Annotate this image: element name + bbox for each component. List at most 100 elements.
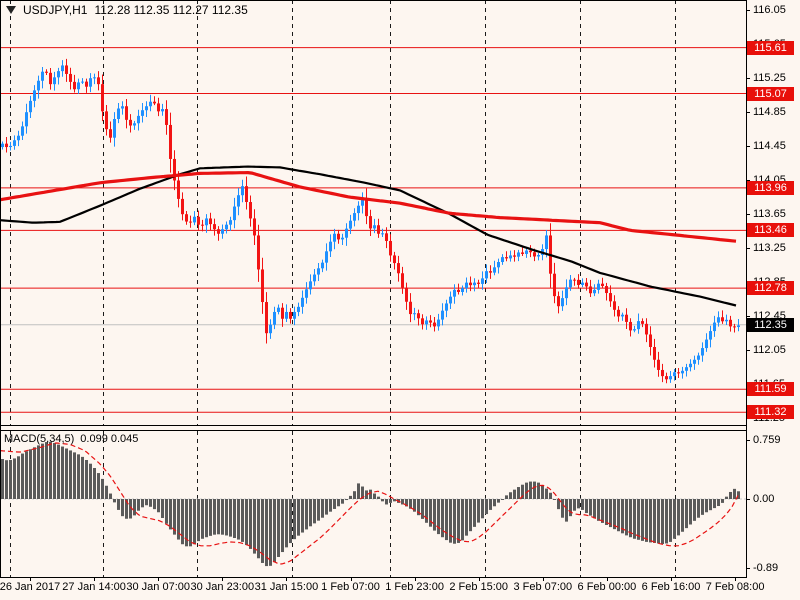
macd-histogram-bar: [93, 467, 96, 499]
macd-histogram-bar: [81, 456, 84, 499]
macd-histogram-bar: [373, 493, 376, 499]
macd-histogram-bar: [369, 489, 372, 499]
macd-histogram-bar: [577, 499, 580, 509]
candle-body: [445, 303, 448, 311]
price-tickmark: [746, 214, 750, 216]
macd-histogram-bar: [641, 499, 644, 541]
macd-histogram-bar: [17, 456, 20, 499]
macd-histogram-bar: [413, 499, 416, 512]
macd-histogram-bar: [629, 499, 632, 538]
macd-histogram-bar: [165, 499, 168, 524]
macd-histogram-bar: [57, 444, 60, 499]
candle-body: [305, 289, 308, 298]
macd-histogram-bar: [289, 499, 292, 544]
candle-body: [721, 317, 724, 322]
macd-histogram-bar: [441, 499, 444, 538]
macd-histogram-bar: [569, 499, 572, 517]
candle-body: [633, 329, 636, 331]
macd-histogram-bar: [141, 499, 144, 508]
macd-histogram-bar: [549, 492, 552, 499]
macd-tick-label: -0.89: [753, 562, 779, 575]
candle-body: [1, 143, 4, 148]
candle-body: [461, 288, 464, 292]
candle-body: [361, 198, 364, 206]
candle-body: [181, 198, 184, 215]
macd-histogram-bar: [109, 493, 112, 499]
candle-body: [185, 214, 188, 222]
candle-body: [729, 319, 732, 327]
candle-body: [5, 143, 8, 148]
chart-left-border: [0, 0, 1, 578]
macd-histogram-bar: [737, 491, 740, 499]
candle-body: [453, 289, 456, 297]
candle-body: [353, 213, 356, 221]
macd-histogram-bar: [553, 499, 556, 500]
price-tickmark: [746, 10, 750, 12]
candle-body: [169, 124, 172, 159]
candle-body: [497, 262, 500, 268]
candle-body: [705, 339, 708, 349]
candle-body: [213, 224, 216, 230]
candle-body: [657, 359, 660, 370]
macd-histogram-bar: [381, 499, 384, 502]
candle-body: [625, 314, 628, 322]
macd-info-bar: MACD(5,34,5) 0.099 0.045: [4, 433, 138, 445]
macd-histogram-bar: [545, 488, 548, 499]
macd-histogram-bar: [285, 499, 288, 548]
candle-body: [253, 218, 256, 236]
macd-histogram-bar: [613, 499, 616, 530]
candle-body: [481, 278, 484, 284]
time-tickmark: [222, 577, 224, 581]
candle-body: [197, 216, 200, 225]
macd-histogram-bar: [697, 499, 700, 518]
candle-body: [309, 281, 312, 290]
macd-histogram-bar: [161, 499, 164, 518]
chart-shift-marker-icon: [6, 6, 16, 14]
macd-histogram-bar: [505, 495, 508, 499]
macd-histogram-bar: [213, 499, 216, 535]
macd-histogram-bar: [53, 443, 56, 499]
price-tickmark: [746, 248, 750, 250]
macd-histogram-bar: [465, 499, 468, 536]
candle-body: [409, 301, 412, 315]
macd-plot[interactable]: [0, 431, 746, 577]
candle-body: [441, 310, 444, 320]
macd-histogram-bar: [573, 499, 576, 511]
macd-histogram-bar: [401, 499, 404, 505]
time-tickmark: [671, 577, 672, 581]
candle-body: [725, 319, 728, 322]
candle-body: [369, 216, 372, 229]
candle-body: [537, 255, 540, 257]
chart-top-border: [0, 0, 746, 1]
macd-histogram-bar: [169, 499, 172, 530]
candle-body: [517, 252, 520, 257]
macd-histogram-bar: [713, 499, 716, 509]
macd-histogram-bar: [101, 478, 104, 499]
macd-histogram-bar: [597, 499, 600, 521]
macd-histogram-bar: [385, 499, 388, 505]
macd-histogram-bar: [265, 499, 268, 567]
price-tickmark: [746, 146, 750, 148]
candle-body: [245, 186, 248, 203]
candle-body: [565, 287, 568, 299]
macd-histogram-bar: [585, 499, 588, 514]
price-tick-label: 113.65: [753, 208, 786, 221]
macd-histogram-bar: [321, 499, 324, 518]
price-tick-label: 114.45: [753, 140, 786, 153]
macd-histogram-bar: [229, 499, 232, 537]
macd-histogram-bar: [201, 499, 204, 539]
candle-body: [129, 119, 132, 126]
price-plot[interactable]: [0, 0, 746, 425]
candle-body: [85, 81, 88, 87]
macd-histogram-bar: [469, 499, 472, 532]
candle-body: [289, 311, 292, 319]
macd-histogram-bar: [45, 442, 48, 499]
macd-histogram-bar: [261, 499, 264, 563]
macd-histogram-bar: [189, 499, 192, 547]
candle-body: [377, 225, 380, 234]
price-tick-label: 112.05: [753, 344, 786, 357]
macd-histogram-bar: [409, 499, 412, 509]
candle-body: [137, 115, 140, 124]
candle-body: [485, 271, 488, 279]
candle-body: [637, 321, 640, 330]
